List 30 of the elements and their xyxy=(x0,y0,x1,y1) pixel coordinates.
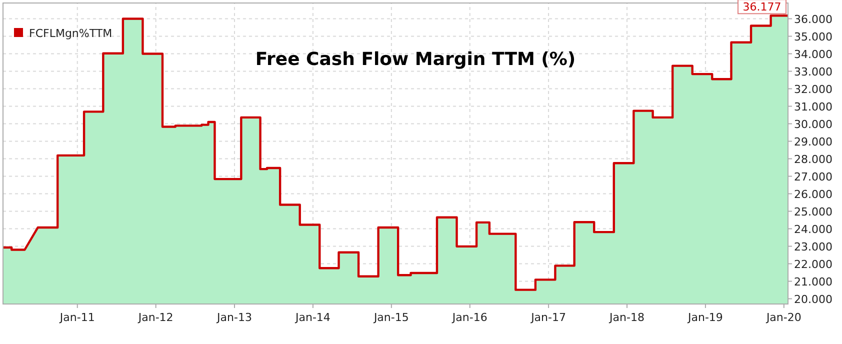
x-tick-label: Jan-18 xyxy=(608,311,644,324)
x-tick-label: Jan-12 xyxy=(137,311,174,324)
annotation: 36.177 xyxy=(742,0,782,14)
y-tick-label: 33.000 xyxy=(794,65,832,78)
y-tick-label: 30.000 xyxy=(794,118,832,131)
y-tick-label: 32.000 xyxy=(794,82,832,96)
x-tick-label: Jan-15 xyxy=(372,311,409,324)
x-tick-label: Jan-11 xyxy=(58,311,95,324)
text: Free Cash Flow Margin TTM (%) xyxy=(255,49,576,70)
y-tick-label: 22.000 xyxy=(794,258,832,271)
y-tick-label: 34.000 xyxy=(794,48,832,61)
x-tick-label: Jan-19 xyxy=(686,311,723,324)
y-tick-label: 36.000 xyxy=(794,12,832,26)
legend-label: FCFLMgn%TTM xyxy=(29,27,112,40)
y-tick-label: 31.000 xyxy=(794,100,832,114)
x-tick-label: Jan-16 xyxy=(451,311,488,324)
y-tick-label: 27.000 xyxy=(794,170,832,184)
y-tick-label: 20.000 xyxy=(794,292,832,306)
y-tick-label: 24.000 xyxy=(794,222,832,236)
x-tick-label: Jan-13 xyxy=(216,311,252,324)
y-tick-label: 23.000 xyxy=(794,240,832,254)
y-tick-label: 35.000 xyxy=(794,30,832,44)
x-tick-label: Jan-14 xyxy=(294,311,330,324)
x-tick-label: Jan-17 xyxy=(530,311,566,324)
y-tick-label: 21.000 xyxy=(794,275,832,288)
y-tick-label: 25.000 xyxy=(794,205,832,218)
y-tick-label: 28.000 xyxy=(794,152,832,166)
y-tick-label: 26.000 xyxy=(794,188,832,201)
y-tick-label: 29.000 xyxy=(794,135,832,148)
x-tick-label: Jan-20 xyxy=(765,311,802,324)
